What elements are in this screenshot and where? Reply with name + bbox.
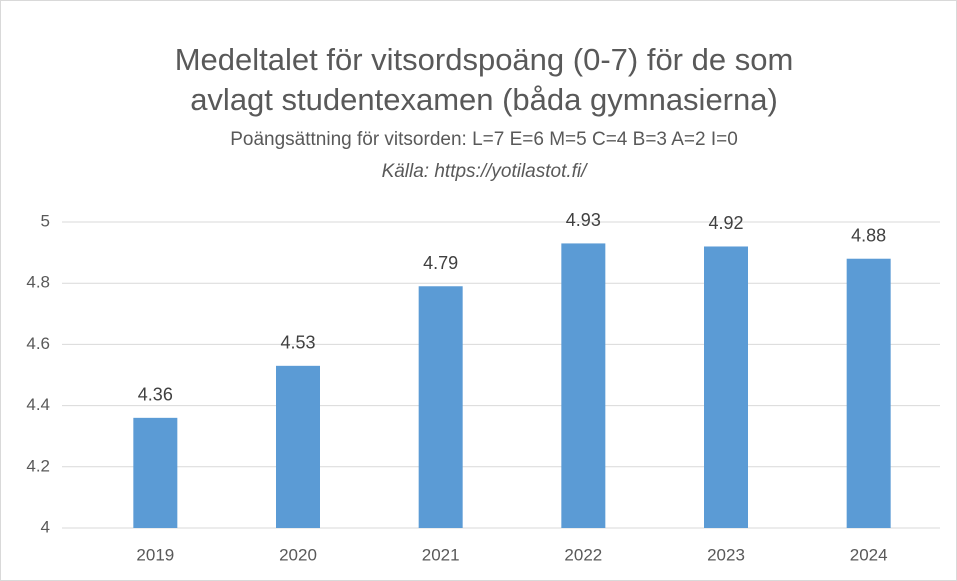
data-label: 4.93 bbox=[566, 210, 601, 230]
chart-title: avlagt studentexamen (båda gymnasierna) bbox=[190, 82, 778, 117]
y-tick-label: 4 bbox=[41, 517, 50, 536]
bar bbox=[561, 243, 606, 529]
bar bbox=[846, 258, 891, 528]
x-tick-label: 2024 bbox=[850, 545, 888, 564]
x-tick-label: 2020 bbox=[279, 545, 317, 564]
data-label: 4.53 bbox=[280, 333, 315, 353]
chart-title: Medeltalet för vitsordspoäng (0-7) för d… bbox=[175, 42, 794, 77]
bar bbox=[418, 286, 463, 528]
y-tick-label: 4.4 bbox=[26, 395, 50, 414]
bar bbox=[704, 246, 748, 529]
y-tick-label: 4.2 bbox=[26, 456, 50, 475]
data-label: 4.79 bbox=[423, 253, 458, 273]
y-tick-label: 4.8 bbox=[26, 273, 50, 292]
data-label: 4.92 bbox=[708, 213, 743, 233]
bar bbox=[276, 365, 320, 528]
x-tick-label: 2023 bbox=[707, 545, 745, 564]
y-tick-label: 5 bbox=[41, 211, 50, 230]
data-label: 4.36 bbox=[138, 385, 173, 405]
y-tick-label: 4.6 bbox=[26, 334, 50, 353]
x-tick-label: 2019 bbox=[136, 545, 174, 564]
x-tick-label: 2022 bbox=[564, 545, 602, 564]
chart-source: Källa: https://yotilastot.fi/ bbox=[382, 161, 589, 182]
bar bbox=[133, 417, 178, 528]
data-label: 4.88 bbox=[851, 225, 886, 245]
chart-subtitle: Poängsättning för vitsorden: L=7 E=6 M=5… bbox=[230, 129, 738, 150]
x-tick-label: 2021 bbox=[422, 545, 460, 564]
